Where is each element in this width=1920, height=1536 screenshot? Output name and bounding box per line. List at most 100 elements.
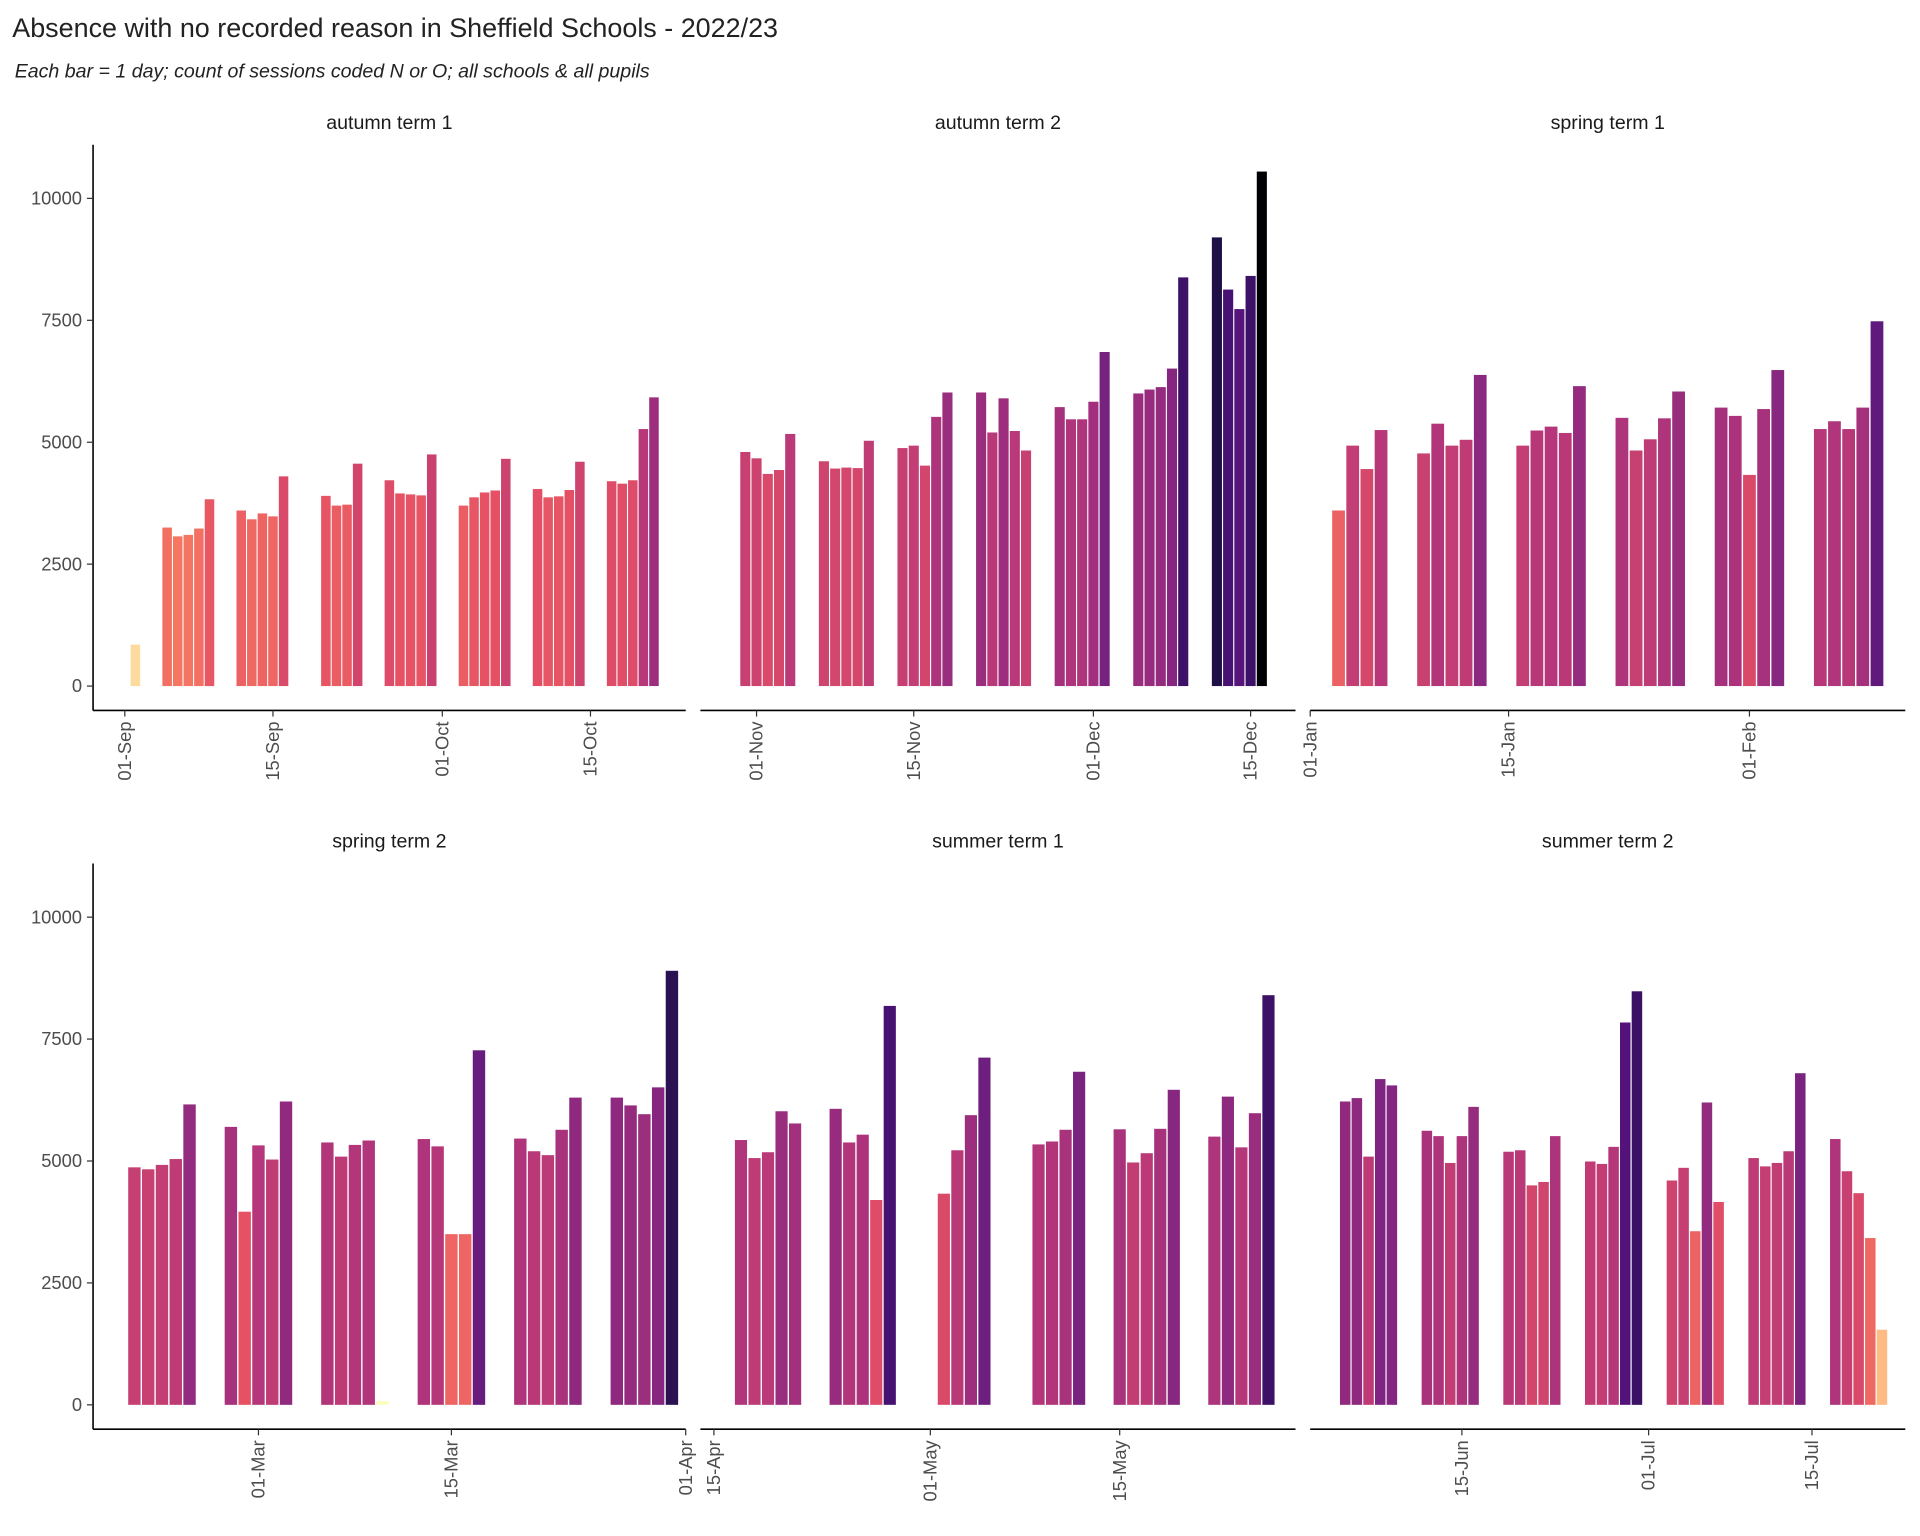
bar <box>1256 171 1267 687</box>
bar <box>252 1145 265 1405</box>
y-tick-label: 0 <box>72 1394 82 1415</box>
x-tick-label: 01-Sep <box>114 721 135 780</box>
bar <box>1088 401 1099 687</box>
bar <box>1459 439 1473 687</box>
bar <box>268 516 278 687</box>
bar <box>479 492 490 687</box>
bar <box>162 527 172 687</box>
bar <box>751 458 762 687</box>
bar <box>1262 995 1275 1405</box>
x-tick-label: 15-Jan <box>1498 721 1519 777</box>
bar <box>856 1134 869 1405</box>
bar <box>1468 1106 1479 1405</box>
bar <box>183 534 194 687</box>
bar <box>1234 309 1245 687</box>
bar <box>785 433 796 687</box>
bar <box>1865 1238 1876 1405</box>
x-tick-label: 01-Mar <box>248 1440 269 1498</box>
bar <box>1020 450 1032 687</box>
bar <box>183 1104 196 1405</box>
bar <box>1795 1073 1806 1405</box>
bar <box>937 1193 950 1405</box>
bar <box>1549 1136 1561 1405</box>
bar <box>951 1150 964 1405</box>
y-tick-label: 0 <box>72 675 82 696</box>
bar <box>1077 419 1088 687</box>
bar <box>1140 1153 1153 1405</box>
bar <box>352 463 363 687</box>
bar <box>1728 415 1742 687</box>
x-tick-label: 15-Jul <box>1801 1440 1822 1490</box>
bar <box>1608 1146 1619 1405</box>
bar <box>172 536 183 687</box>
bar <box>238 1211 251 1405</box>
bar <box>1444 1162 1456 1405</box>
bar <box>1155 387 1166 687</box>
bar <box>279 1101 293 1405</box>
bar <box>1154 1128 1167 1405</box>
bar <box>384 480 395 687</box>
bar <box>1073 1071 1086 1405</box>
bar <box>266 1159 279 1405</box>
x-tick-label: 01-Oct <box>431 721 452 776</box>
bar <box>1842 429 1856 687</box>
bar <box>1433 1136 1444 1405</box>
bar <box>458 1234 472 1405</box>
bar <box>1178 277 1189 687</box>
bar <box>1167 1089 1180 1405</box>
bar <box>852 468 863 687</box>
bar <box>1672 391 1685 687</box>
bar <box>555 1129 568 1405</box>
bar <box>1841 1171 1853 1405</box>
bar <box>543 497 553 687</box>
bar <box>541 1155 555 1405</box>
x-tick-label: 15-Mar <box>441 1440 462 1498</box>
bar <box>1596 1163 1608 1405</box>
bar <box>1503 1151 1514 1405</box>
bar <box>1856 407 1870 687</box>
bar <box>1099 352 1110 687</box>
bar <box>931 416 942 687</box>
bar <box>1530 430 1544 687</box>
bar <box>1473 374 1487 687</box>
bar <box>342 504 352 687</box>
bar <box>575 461 585 687</box>
bar <box>1445 445 1459 687</box>
bar <box>155 1164 169 1405</box>
bar <box>458 505 469 687</box>
y-tick-label: 7500 <box>41 1028 82 1049</box>
bar <box>665 970 679 1405</box>
bar <box>1208 1136 1221 1405</box>
bar <box>1431 423 1445 687</box>
bar <box>1526 1185 1538 1405</box>
bar <box>334 1156 348 1405</box>
bar <box>348 1144 362 1405</box>
bar <box>130 644 141 687</box>
bar <box>628 480 638 687</box>
bar <box>278 476 289 687</box>
y-tick-label: 7500 <box>41 309 82 330</box>
bar <box>1573 386 1586 687</box>
bar <box>321 1142 334 1405</box>
bar <box>606 481 617 687</box>
bar <box>553 496 564 687</box>
y-tick-label: 10000 <box>31 906 82 927</box>
bar <box>472 1050 486 1405</box>
bar <box>942 392 953 687</box>
bar <box>1615 417 1629 687</box>
bar <box>1514 1150 1526 1405</box>
facet-title: autumn term 1 <box>326 112 452 134</box>
bar <box>1127 1162 1140 1405</box>
bar <box>1701 1102 1713 1405</box>
bar <box>236 510 246 687</box>
bar <box>1363 1156 1374 1405</box>
bar <box>1456 1136 1468 1405</box>
bar <box>1054 407 1065 687</box>
x-tick-label: 15-Dec <box>1240 721 1261 780</box>
bar <box>331 505 342 687</box>
x-tick-label: 15-Apr <box>703 1440 724 1495</box>
bar <box>1658 418 1671 687</box>
chart-title: Absence with no recorded reason in Sheff… <box>12 13 778 43</box>
bar <box>748 1158 761 1405</box>
bar <box>1346 445 1360 687</box>
